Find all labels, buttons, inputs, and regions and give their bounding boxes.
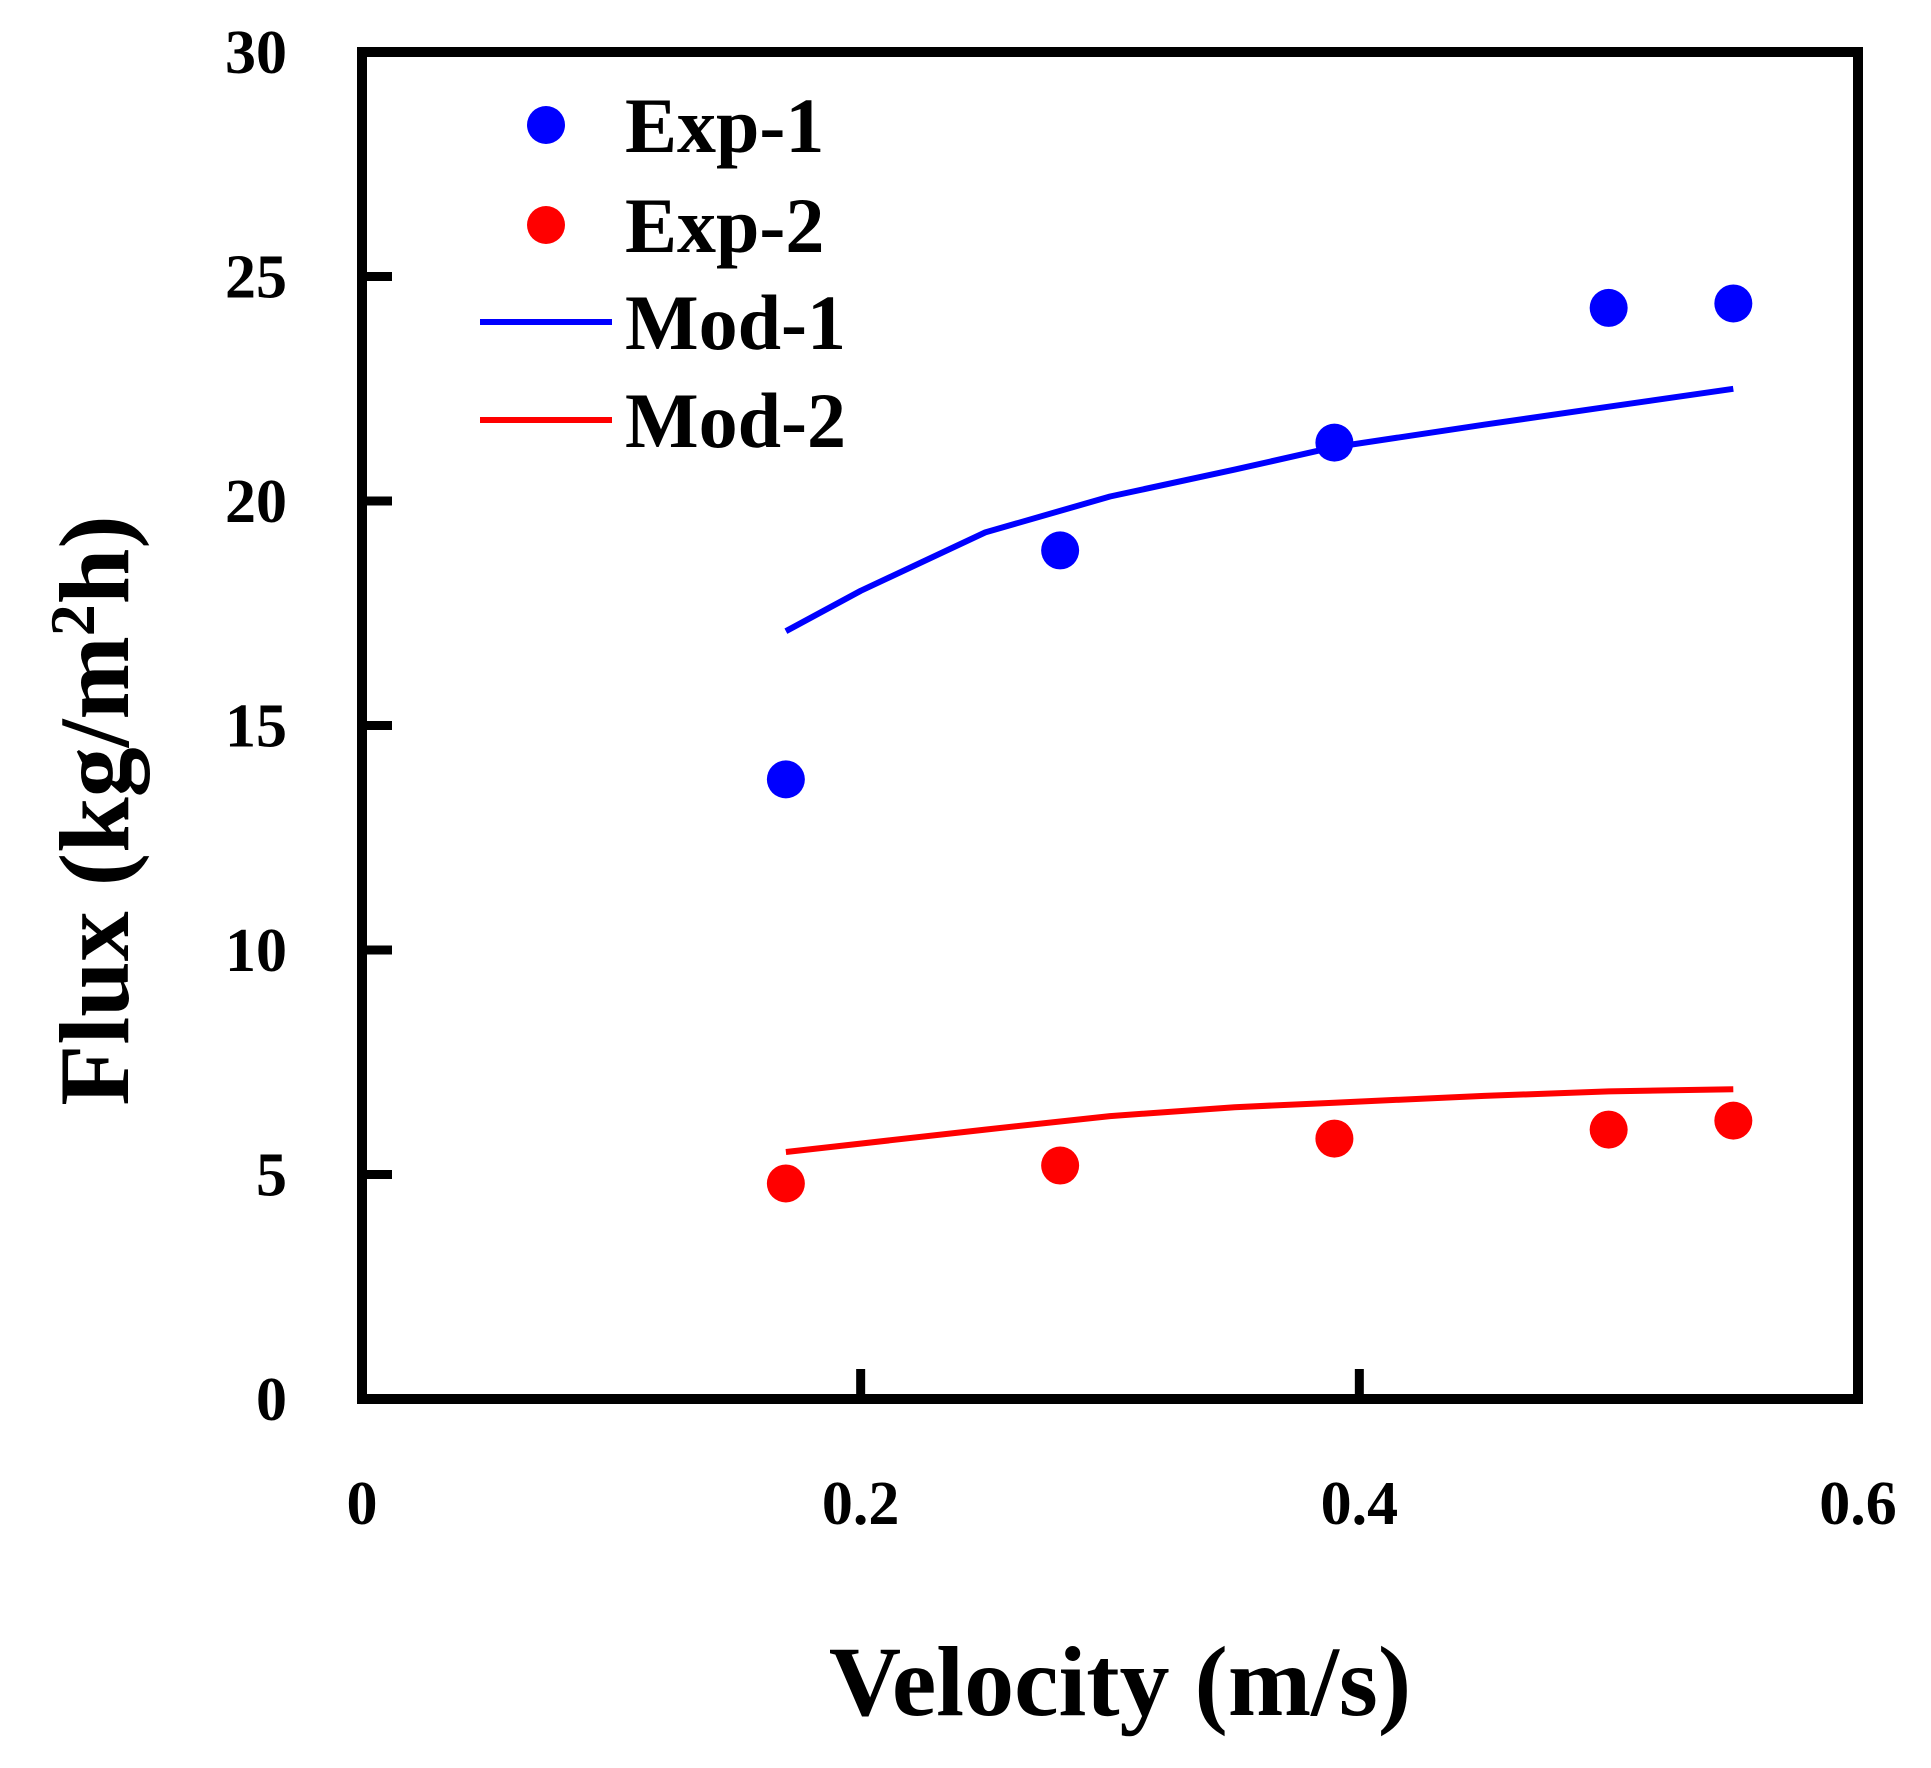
legend-marker-swatch [527,106,565,144]
data-point [766,1164,805,1203]
series-mod-1 [784,385,1734,634]
series [766,284,1753,1203]
data-point [1315,1119,1354,1158]
y-tick-label: 30 [225,19,287,87]
data-point [1714,284,1753,323]
legend-marker-swatch [527,206,565,244]
series-exp-2 [766,1101,1753,1203]
x-tick-label: 0.6 [1819,1470,1897,1538]
data-point [1714,1101,1753,1140]
x-axis-title: Velocity (m/s) [829,1626,1411,1737]
y-tick-label: 15 [225,693,287,761]
legend-label: Mod-1 [625,279,846,366]
data-point [1589,1110,1628,1149]
y-tick-label: 5 [256,1142,287,1210]
data-point [1041,1146,1080,1185]
legend-item: Exp-1 [527,82,824,169]
x-tick-label: 0 [347,1470,378,1538]
y-tick-label: 10 [225,917,287,985]
data-point [766,760,805,799]
series-line [784,385,1734,634]
y-axis-title-superscript: 2 [37,604,108,636]
y-tick-label: 20 [225,468,287,536]
data-point [1589,288,1628,327]
y-axis-title-main: Flux (kg/m [39,636,150,1105]
x-tick-label: 0.2 [822,1470,900,1538]
y-tick-label: 0 [256,1366,287,1434]
legend: Exp-1 Exp-2 Mod-1 Mod-2 [480,82,846,464]
x-tick-label: 0.4 [1321,1470,1399,1538]
axis-ticks: 0 0.2 0.4 0.6 0 5 10 15 20 25 30 [225,19,1897,1538]
legend-label: Exp-1 [625,82,824,169]
legend-label: Mod-2 [625,377,846,464]
series-mod-2 [785,1086,1734,1155]
y-tick-label: 25 [225,244,287,312]
legend-item: Mod-2 [480,377,846,464]
data-point [1041,531,1080,570]
series-line [785,1086,1734,1155]
legend-item: Exp-2 [527,182,824,269]
plot-frame [357,47,1863,1404]
legend-label: Exp-2 [625,182,824,269]
legend-item: Mod-1 [480,279,846,366]
y-axis-title: Flux (kg/m2h) [37,515,150,1105]
series-exp-1 [766,284,1753,799]
y-axis-title-end: h) [39,515,150,604]
